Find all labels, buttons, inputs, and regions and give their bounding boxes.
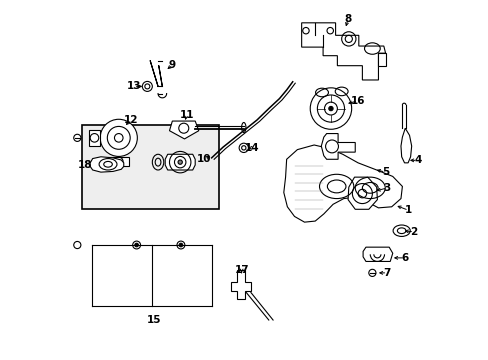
Text: 7: 7	[383, 268, 390, 278]
Text: 15: 15	[147, 315, 162, 325]
Polygon shape	[169, 121, 198, 139]
Text: 6: 6	[401, 253, 408, 263]
Circle shape	[178, 160, 182, 164]
Bar	[82, 125, 219, 208]
Polygon shape	[363, 247, 392, 261]
Text: 1: 1	[405, 205, 411, 215]
Text: 4: 4	[413, 156, 421, 165]
Circle shape	[309, 88, 351, 129]
Polygon shape	[90, 157, 123, 172]
Polygon shape	[378, 53, 385, 66]
Polygon shape	[108, 157, 129, 166]
Polygon shape	[165, 154, 195, 170]
Text: 12: 12	[123, 115, 138, 125]
Text: 11: 11	[179, 110, 193, 120]
Polygon shape	[283, 145, 402, 222]
Text: 2: 2	[410, 227, 417, 237]
Polygon shape	[301, 23, 385, 80]
Text: 18: 18	[78, 160, 93, 170]
Circle shape	[135, 243, 138, 247]
Text: 13: 13	[126, 81, 141, 91]
Circle shape	[100, 119, 137, 157]
Polygon shape	[321, 134, 354, 159]
Text: 9: 9	[168, 60, 176, 70]
Text: 17: 17	[234, 265, 248, 275]
Polygon shape	[347, 177, 377, 209]
Circle shape	[328, 107, 332, 111]
Polygon shape	[230, 270, 250, 298]
Polygon shape	[89, 130, 100, 146]
Text: 16: 16	[350, 96, 365, 106]
Polygon shape	[400, 128, 411, 163]
Text: 3: 3	[383, 183, 390, 193]
Text: 5: 5	[381, 167, 388, 177]
Text: 8: 8	[344, 14, 351, 23]
Circle shape	[179, 243, 183, 247]
Text: 14: 14	[244, 143, 259, 153]
Text: 10: 10	[197, 154, 211, 164]
